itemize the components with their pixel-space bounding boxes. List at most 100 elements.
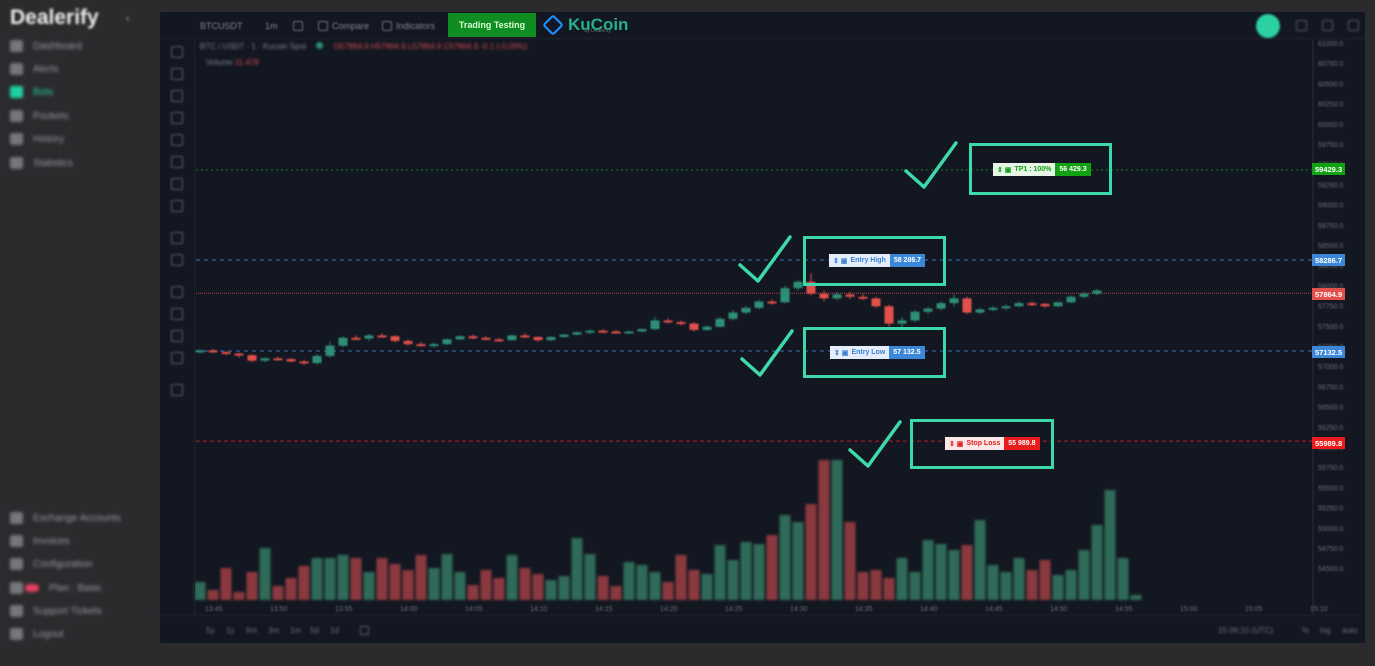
candle-body xyxy=(494,339,504,342)
candle-body xyxy=(780,288,790,303)
range-1y[interactable]: 1y xyxy=(226,626,235,635)
sidebar-item-alerts[interactable]: Alerts xyxy=(10,60,59,78)
sidebar-item-exchange-accounts[interactable]: Exchange Accounts xyxy=(10,509,121,527)
sidebar-item-history[interactable]: History xyxy=(10,130,64,148)
volume-label: Volume xyxy=(206,58,233,67)
sidebar-item-invoices[interactable]: Invoices xyxy=(10,532,70,550)
sidebar-item-plan[interactable]: Plan : Basic xyxy=(10,579,102,597)
user-avatar[interactable] xyxy=(1256,14,1280,38)
sidebar-item-label: Invoices xyxy=(33,535,70,547)
indicators-button[interactable]: Indicators xyxy=(382,16,435,35)
candle-body xyxy=(481,337,491,340)
sidebar-item-logout[interactable]: Logout xyxy=(10,625,64,643)
auto-scale-toggle[interactable]: auto xyxy=(1342,626,1358,635)
zoom-tool-icon[interactable] xyxy=(171,254,183,266)
volume-bar xyxy=(844,522,856,600)
volume-bar xyxy=(818,460,830,600)
chart-type-button[interactable] xyxy=(293,16,303,35)
interval-button[interactable]: 1m xyxy=(265,16,278,35)
stop-loss-order-label[interactable]: ⇕ ▣ Stop Loss 55 989.8 xyxy=(945,437,1040,450)
volume-bar xyxy=(324,558,336,600)
compare-button[interactable]: Compare xyxy=(318,16,369,35)
volume-bar xyxy=(1052,575,1064,600)
x-tick-label: 14:55 xyxy=(1115,606,1133,613)
volume-bar xyxy=(584,554,596,600)
sidebar-item-support-tickets[interactable]: Support Tickets xyxy=(10,602,102,620)
magnet-tool-icon[interactable] xyxy=(171,286,183,298)
range-3m[interactable]: 3m xyxy=(268,626,280,635)
entry-low-order-label[interactable]: ⇕ ▣ Entry Low 57 132.5 xyxy=(830,346,925,359)
stop-loss-label-text: Stop Loss xyxy=(966,440,1001,447)
prediction-tool-icon[interactable] xyxy=(171,178,183,190)
symbol-search-button[interactable]: BTCUSDT xyxy=(200,16,243,35)
screenshot-icon[interactable] xyxy=(1348,20,1359,31)
volume-bar xyxy=(571,538,583,600)
volume-bar xyxy=(727,560,739,600)
lock-all-tool-icon[interactable] xyxy=(171,330,183,342)
legend-ohlc: O57864.9 H57864.9 L57864.9 C57864.9 -0.1… xyxy=(333,42,528,51)
range-1d[interactable]: 1d xyxy=(330,626,339,635)
x-tick-label: 14:40 xyxy=(920,606,938,613)
crosshair-tool-icon[interactable] xyxy=(171,200,183,212)
entry-high-label-text: Entry High xyxy=(850,257,886,264)
volume-bar xyxy=(857,572,869,600)
bell-icon xyxy=(10,63,23,75)
lock-tool-icon[interactable] xyxy=(171,308,183,320)
tp-order-label[interactable]: ⇕ ▣ TP1 : 100% 56 429.3 xyxy=(993,163,1091,176)
utc-clock[interactable]: 15:06:10 (UTC) xyxy=(1218,626,1274,635)
fullscreen-icon[interactable] xyxy=(1322,20,1333,31)
collapse-sidebar-icon[interactable]: ‹ xyxy=(126,13,130,24)
trading-testing-button[interactable]: Trading Testing xyxy=(448,13,536,37)
entry-low-value: 57 132.5 xyxy=(889,346,925,359)
sidebar-item-label: History xyxy=(33,133,65,145)
sidebar-item-statistics[interactable]: Statistics xyxy=(10,154,73,172)
sidebar-item-configuration[interactable]: Configuration xyxy=(10,555,92,573)
volume-bar xyxy=(350,558,362,600)
app-logo[interactable]: Dealerify xyxy=(10,6,99,29)
volume-bar xyxy=(506,555,518,600)
candle-body xyxy=(910,311,920,321)
volume-bar xyxy=(194,582,206,600)
goto-date-icon[interactable] xyxy=(360,626,369,635)
candle-body xyxy=(299,361,309,364)
candle-body xyxy=(793,281,803,289)
price-chart[interactable]: 61000.0 60750.0 60500.0 60250.0 60000.0 59750… xyxy=(160,12,1365,643)
entry-low-label-text: Entry Low xyxy=(851,349,886,356)
cursor-tool-icon[interactable] xyxy=(171,46,183,58)
volume-bar xyxy=(701,574,713,600)
ruler-tool-icon[interactable] xyxy=(171,232,183,244)
trash-tool-icon[interactable] xyxy=(171,384,183,396)
x-tick-label: 15:05 xyxy=(1245,606,1263,613)
stop-loss-value: 55 989.8 xyxy=(1004,437,1040,450)
entry-low-highlight-box xyxy=(803,327,946,378)
candles-group xyxy=(195,273,1102,365)
brush-tool-icon[interactable] xyxy=(171,112,183,124)
sidebar-item-label: Configuration xyxy=(33,558,93,570)
pattern-tool-icon[interactable] xyxy=(171,156,183,168)
percent-scale-toggle[interactable]: % xyxy=(1302,626,1310,635)
range-5y[interactable]: 5y xyxy=(206,626,215,635)
eye-tool-icon[interactable] xyxy=(171,352,183,364)
ticket-icon xyxy=(10,605,23,617)
sidebar-item-dashboard[interactable]: Dashboard xyxy=(10,37,82,55)
exchange-name: KuCoin xyxy=(568,15,629,34)
settings-icon[interactable] xyxy=(1296,20,1307,31)
range-1m[interactable]: 1m xyxy=(290,626,302,635)
text-tool-icon[interactable] xyxy=(171,134,183,146)
candle-body xyxy=(390,336,400,341)
interval-label: 1m xyxy=(265,20,278,31)
y-tick-label: 55000.0 xyxy=(1318,526,1343,533)
range-5d[interactable]: 5d xyxy=(310,626,319,635)
volume-bar xyxy=(896,558,908,600)
entry-low-name: ⇕ ▣ Entry Low xyxy=(830,346,890,359)
sidebar-item-pockets[interactable]: Pockets xyxy=(10,107,69,125)
candle-body xyxy=(1027,303,1037,306)
log-scale-toggle[interactable]: log xyxy=(1320,626,1331,635)
entry-high-order-label[interactable]: ⇕ ▣ Entry High 58 286.7 xyxy=(829,254,926,267)
volume-bar xyxy=(1117,558,1129,600)
trend-line-tool-icon[interactable] xyxy=(171,68,183,80)
x-tick-label: 13:55 xyxy=(335,606,353,613)
fib-tool-icon[interactable] xyxy=(171,90,183,102)
sidebar-item-bots[interactable]: Bots xyxy=(10,83,53,101)
range-6m[interactable]: 6m xyxy=(246,626,258,635)
